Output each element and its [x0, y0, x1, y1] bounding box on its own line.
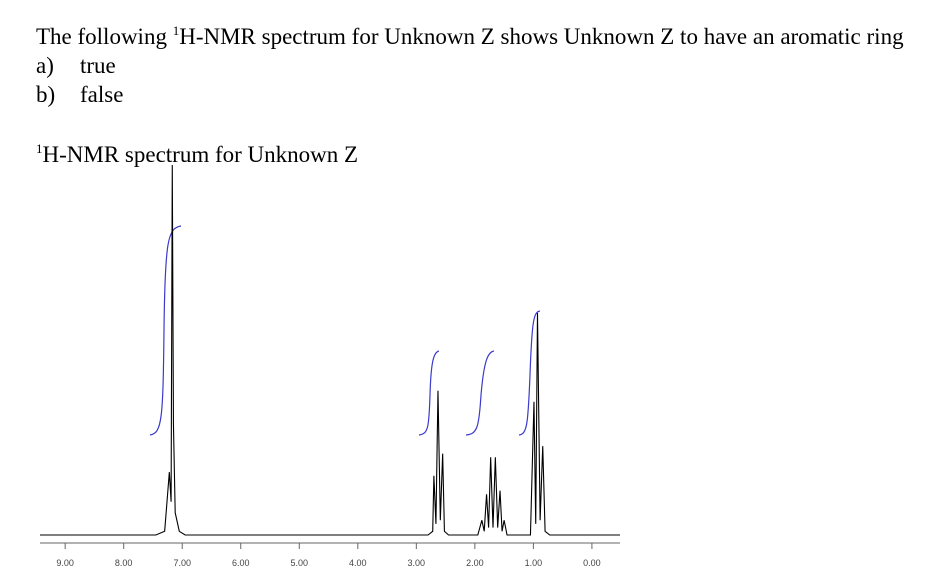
question: The following 1H-NMR spectrum for Unknow… — [36, 23, 904, 49]
x-tick-label: 5.00 — [291, 558, 309, 568]
superscript: 1 — [36, 141, 43, 156]
option-text[interactable]: true — [80, 53, 116, 78]
question-text: H-NMR spectrum for Unknown Z shows Unkno… — [179, 24, 904, 49]
x-tick-label: 4.00 — [349, 558, 367, 568]
spectrum-line — [40, 164, 620, 536]
plot: 9.00 8.00 7.00 6.00 5.00 4.00 3.00 2.00 1.00 0.00 — [40, 164, 620, 568]
x-tick-label: 1.00 — [525, 558, 543, 568]
x-tick-label: 9.00 — [56, 558, 74, 568]
option-letter: a) — [36, 53, 54, 78]
integral — [518, 310, 541, 436]
integral — [465, 350, 495, 436]
x-tick-label: 3.00 — [408, 558, 426, 568]
option-text[interactable]: false — [80, 82, 123, 107]
superscript: 1 — [173, 23, 180, 38]
x-tick-label: 8.00 — [115, 558, 133, 568]
integral — [418, 350, 440, 436]
x-tick-label: 2.00 — [466, 558, 484, 568]
option-letter: b) — [36, 82, 55, 107]
question-text: The following — [36, 24, 173, 49]
x-tick-label: 6.00 — [232, 558, 250, 568]
integral — [149, 225, 182, 436]
x-tick-label: 7.00 — [173, 558, 191, 568]
integration-curves — [149, 225, 541, 436]
x-tick-label: 0.00 — [583, 558, 601, 568]
chart-title: 1H-NMR spectrum for Unknown Z — [36, 141, 358, 167]
chart-title-text: H-NMR spectrum for Unknown Z — [43, 142, 359, 167]
